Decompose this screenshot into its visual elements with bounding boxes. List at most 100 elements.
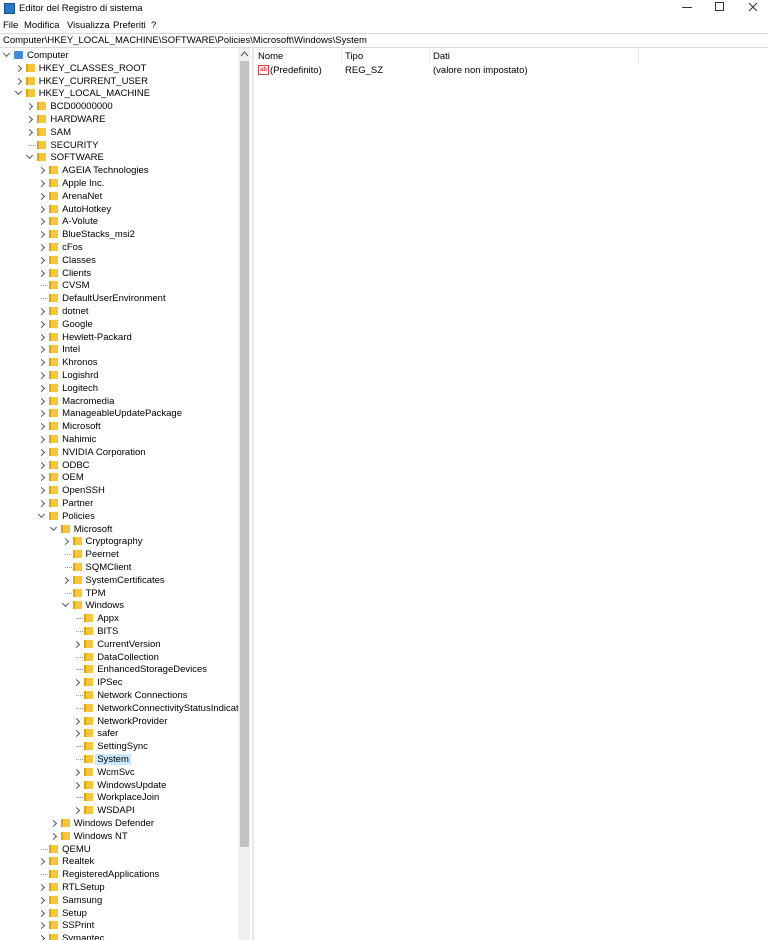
tree-node[interactable]: SECURITY — [0, 139, 238, 152]
tree-node[interactable]: Clients — [0, 267, 238, 280]
tree-node[interactable]: dotnet — [0, 305, 238, 318]
node-label[interactable]: Windows Defender — [73, 818, 155, 829]
node-label[interactable]: CVSM — [62, 280, 90, 292]
expander[interactable] — [38, 346, 46, 354]
expander[interactable] — [2, 49, 11, 58]
tree-node[interactable]: CVSM — [0, 279, 238, 292]
expander[interactable] — [73, 730, 81, 738]
node-label[interactable]: ODBC — [62, 459, 90, 471]
node-label[interactable]: WindowsUpdate — [97, 779, 167, 791]
node-label[interactable]: safer — [97, 728, 119, 740]
node-label[interactable]: SECURITY — [50, 139, 99, 151]
node-label[interactable]: EnhancedStorageDevices — [97, 664, 208, 676]
node-label[interactable]: Microsoft — [73, 523, 113, 535]
minimize-button[interactable] — [672, 0, 702, 16]
menu-item[interactable]: Visualizza — [67, 20, 110, 31]
column-separator[interactable] — [341, 50, 342, 62]
menu-item[interactable]: Preferiti — [113, 20, 146, 31]
tree-node[interactable]: Cryptography — [0, 535, 238, 548]
node-label[interactable]: OpenSSH — [62, 485, 105, 497]
tree-node[interactable]: OpenSSH — [0, 484, 238, 497]
node-label[interactable]: Microsoft — [62, 421, 101, 433]
node-label[interactable]: Setup — [62, 907, 87, 919]
node-label[interactable]: SOFTWARE — [50, 152, 104, 164]
menu-item[interactable]: File — [3, 20, 19, 31]
expander[interactable] — [26, 152, 34, 160]
node-label[interactable]: Apple Inc. — [62, 178, 105, 189]
tree-node[interactable]: Hewlett-Packard — [0, 331, 238, 344]
tree-node[interactable]: Windows Defender — [0, 817, 238, 830]
expander[interactable] — [73, 768, 81, 776]
expander[interactable] — [14, 88, 22, 96]
node-label[interactable]: NetworkConnectivityStatusIndicator — [97, 702, 238, 714]
expander[interactable] — [38, 909, 46, 917]
tree-node[interactable]: TPM — [0, 587, 238, 600]
column-header[interactable]: Tipo — [345, 51, 364, 62]
node-label[interactable]: Google — [62, 318, 93, 330]
tree-node[interactable]: Classes — [0, 254, 238, 267]
tree-node[interactable]: ManageableUpdatePackage — [0, 407, 238, 420]
tree-node[interactable]: Appx — [0, 612, 238, 625]
tree-node[interactable]: Partner — [0, 497, 238, 510]
node-label[interactable]: SettingSync — [97, 741, 148, 753]
address-bar[interactable]: Computer\HKEY_LOCAL_MACHINE\SOFTWARE\Pol… — [0, 33, 768, 48]
node-label[interactable]: SAM — [50, 126, 71, 138]
expander[interactable] — [38, 167, 46, 175]
tree-node[interactable]: QEMU — [0, 843, 238, 856]
expander[interactable] — [49, 523, 57, 531]
node-label[interactable]: BlueStacks_msi2 — [62, 229, 135, 241]
tree-node[interactable]: SettingSync — [0, 740, 238, 753]
node-label[interactable]: Appx — [97, 613, 119, 625]
tree-node[interactable]: OEM — [0, 471, 238, 484]
node-label[interactable]: Clients — [62, 267, 92, 279]
expander[interactable] — [38, 333, 46, 341]
expander[interactable] — [38, 371, 46, 380]
value-row[interactable]: ab (Predefinito) REG_SZ (valore non imposta… — [254, 64, 768, 77]
expander[interactable] — [38, 397, 46, 405]
tree-node[interactable]: SOFTWARE — [0, 151, 238, 164]
node-label[interactable]: ManageableUpdatePackage — [62, 408, 182, 420]
node-label[interactable]: Cryptography — [85, 536, 143, 548]
maximize-button[interactable] — [704, 0, 734, 16]
node-label[interactable]: RTLSetup — [62, 882, 105, 893]
expander[interactable] — [38, 410, 46, 418]
node-label[interactable]: NVIDIA Corporation — [62, 446, 146, 458]
expander[interactable] — [73, 640, 81, 648]
node-label[interactable]: AGEIA Technologies — [62, 165, 149, 177]
node-label[interactable]: Nahimic — [62, 434, 97, 445]
column-separator[interactable] — [429, 50, 430, 62]
expander[interactable] — [73, 679, 81, 687]
node-label[interactable]: SQMClient — [85, 562, 132, 573]
tree-node[interactable]: RegisteredApplications — [0, 868, 238, 881]
expander[interactable] — [38, 218, 46, 226]
tree-node[interactable]: NetworkConnectivityStatusIndicator — [0, 702, 238, 715]
tree-node[interactable]: Policies — [0, 510, 238, 523]
expander[interactable] — [38, 192, 46, 200]
expander[interactable] — [38, 256, 46, 264]
node-label[interactable]: Hewlett-Packard — [62, 331, 132, 343]
node-label[interactable]: cFos — [62, 242, 83, 253]
tree-node[interactable]: Macromedia — [0, 395, 238, 408]
expander[interactable] — [38, 205, 46, 213]
expander[interactable] — [38, 896, 46, 904]
node-label[interactable]: DefaultUserEnvironment — [62, 293, 166, 305]
node-label[interactable]: Intel — [62, 344, 81, 356]
node-label[interactable]: HKEY_CURRENT_USER — [38, 75, 148, 87]
node-label[interactable]: DataCollection — [97, 651, 159, 663]
tree-node[interactable]: WcmSvc — [0, 766, 238, 779]
tree-node[interactable]: Microsoft — [0, 523, 238, 536]
node-label[interactable]: Windows NT — [73, 830, 128, 842]
expander[interactable] — [61, 538, 69, 546]
expander[interactable] — [38, 320, 46, 328]
tree-node[interactable]: SystemCertificates — [0, 574, 238, 587]
expander[interactable] — [38, 510, 46, 518]
expander[interactable] — [38, 307, 46, 316]
tree-node[interactable]: Network Connections — [0, 689, 238, 702]
node-label[interactable]: Symantec — [62, 933, 105, 940]
tree-node[interactable]: DataCollection — [0, 651, 238, 664]
tree-node[interactable]: Samsung — [0, 894, 238, 907]
tree-node[interactable]: Google — [0, 318, 238, 331]
tree-node[interactable]: Computer — [0, 49, 238, 62]
node-label[interactable]: QEMU — [62, 843, 91, 855]
node-label[interactable]: Samsung — [62, 894, 103, 906]
